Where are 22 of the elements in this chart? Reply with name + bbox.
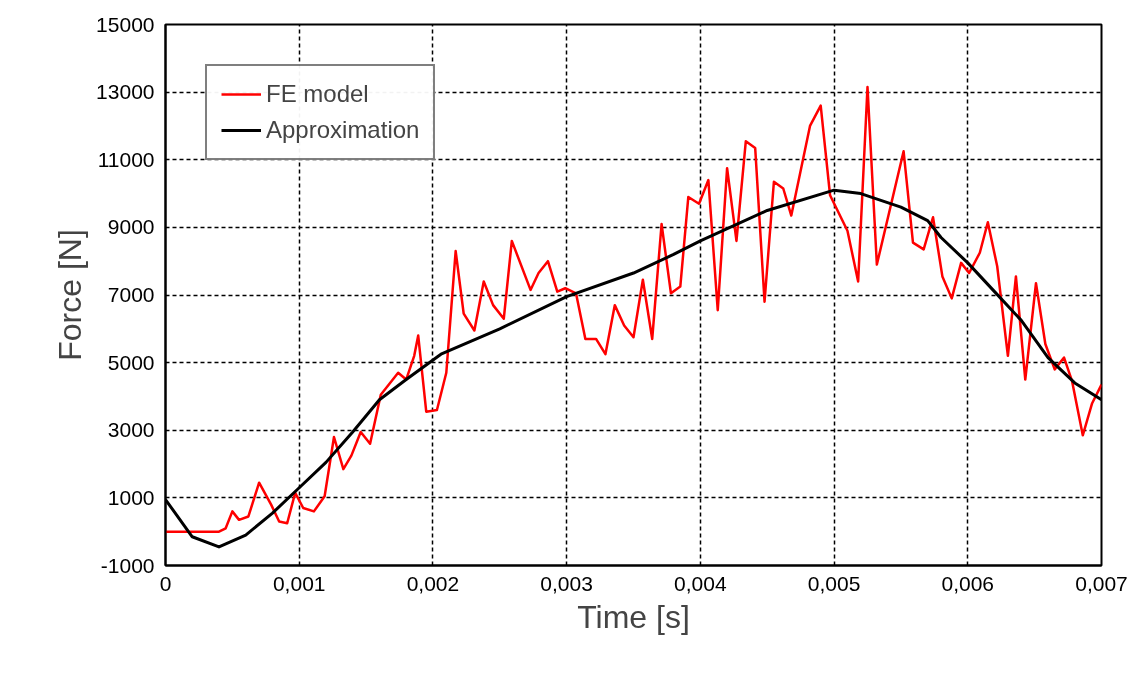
y-tick-label: 13000 [96,80,155,104]
x-tick-label: 0,002 [406,571,460,595]
y-tick-label: 1000 [107,485,155,509]
y-tick-label: 9000 [107,215,155,239]
legend-label: FE model [266,80,369,108]
y-tick-label: 11000 [97,147,155,171]
y-tick-label: 3000 [107,418,155,442]
y-tick-label: 15000 [96,12,155,36]
x-tick-label: 0,004 [674,571,727,595]
x-tick-label: 0,005 [807,571,861,595]
x-tick-label: 0,006 [941,571,995,595]
legend-label: Approximation [266,116,420,144]
y-tick-label: 7000 [107,283,155,306]
line-series [165,85,1102,533]
y-tick-label: -1000 [100,553,155,577]
y-axis-title: Force [N] [52,229,89,361]
x-tick-label: 0 [159,571,172,595]
y-tick-label: 5000 [107,350,155,374]
x-tick-label: 0,001 [272,571,326,595]
x-axis-title: Time [s] [577,598,690,635]
x-tick-label: 0,007 [1075,571,1128,595]
x-tick-label: 0,003 [540,571,593,595]
